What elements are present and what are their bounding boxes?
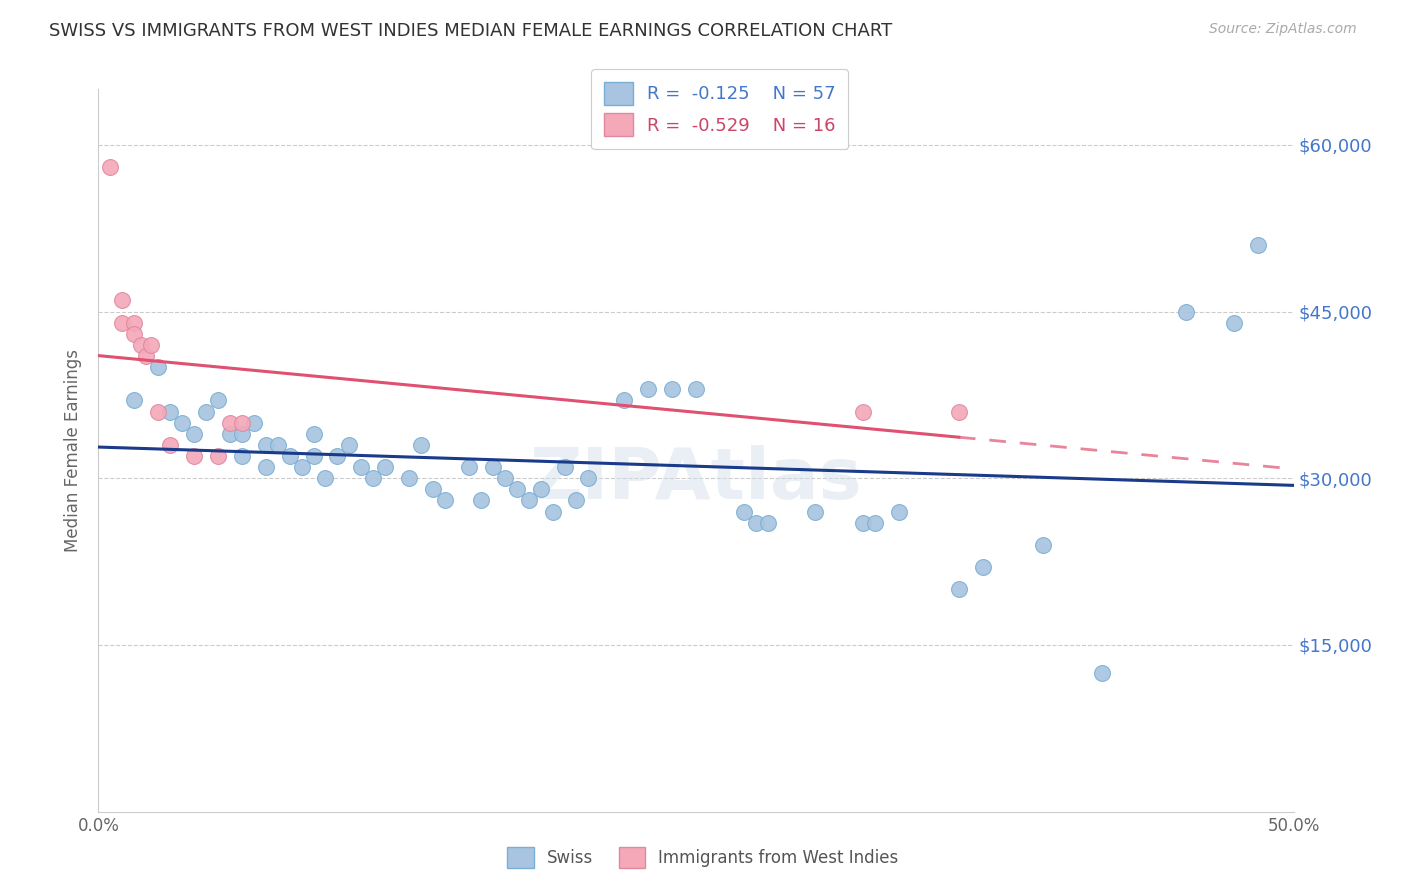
Point xyxy=(124,393,146,408)
Point xyxy=(1223,316,1246,330)
Point xyxy=(148,404,170,418)
Point xyxy=(339,438,361,452)
Point xyxy=(350,460,373,475)
Point xyxy=(434,493,457,508)
Point xyxy=(972,560,994,574)
Legend: Swiss, Immigrants from West Indies: Swiss, Immigrants from West Indies xyxy=(501,840,905,875)
Point xyxy=(219,426,242,441)
Point xyxy=(530,483,553,497)
Point xyxy=(889,505,911,519)
Point xyxy=(458,460,481,475)
Point xyxy=(243,416,266,430)
Point xyxy=(578,471,600,485)
Text: ZIPAtlas: ZIPAtlas xyxy=(530,445,862,514)
Legend: R =  -0.125    N = 57, R =  -0.529    N = 16: R = -0.125 N = 57, R = -0.529 N = 16 xyxy=(592,70,848,149)
Point xyxy=(613,393,636,408)
Point xyxy=(506,483,529,497)
Point xyxy=(183,426,205,441)
Point xyxy=(637,382,659,396)
Point xyxy=(172,416,194,430)
Point xyxy=(661,382,683,396)
Point xyxy=(302,449,325,463)
Point xyxy=(1175,304,1198,318)
Point xyxy=(148,360,170,375)
Point xyxy=(411,438,433,452)
Point xyxy=(804,505,827,519)
Point xyxy=(315,471,337,485)
Point xyxy=(470,493,492,508)
Point xyxy=(207,393,229,408)
Point xyxy=(852,404,875,418)
Point xyxy=(948,404,970,418)
Point xyxy=(231,416,253,430)
Point xyxy=(494,471,516,485)
Point xyxy=(183,449,205,463)
Point xyxy=(207,449,229,463)
Y-axis label: Median Female Earnings: Median Female Earnings xyxy=(65,349,83,552)
Point xyxy=(1032,538,1054,552)
Point xyxy=(135,349,157,363)
Point xyxy=(124,316,146,330)
Point xyxy=(422,483,444,497)
Point xyxy=(852,516,875,530)
Point xyxy=(159,404,181,418)
Point xyxy=(231,449,253,463)
Point xyxy=(685,382,707,396)
Point xyxy=(326,449,349,463)
Point xyxy=(948,582,970,597)
Point xyxy=(481,460,505,475)
Point xyxy=(865,516,887,530)
Text: Source: ZipAtlas.com: Source: ZipAtlas.com xyxy=(1209,22,1357,37)
Point xyxy=(565,493,588,508)
Point xyxy=(541,505,564,519)
Point xyxy=(733,505,755,519)
Point xyxy=(195,404,218,418)
Point xyxy=(254,460,277,475)
Point xyxy=(124,326,146,341)
Point xyxy=(219,416,242,430)
Point xyxy=(1247,237,1270,252)
Point xyxy=(363,471,385,485)
Point xyxy=(267,438,290,452)
Point xyxy=(98,160,122,174)
Point xyxy=(131,338,153,352)
Point xyxy=(159,438,181,452)
Text: SWISS VS IMMIGRANTS FROM WEST INDIES MEDIAN FEMALE EARNINGS CORRELATION CHART: SWISS VS IMMIGRANTS FROM WEST INDIES MED… xyxy=(49,22,893,40)
Point xyxy=(111,316,134,330)
Point xyxy=(1091,665,1114,680)
Point xyxy=(554,460,576,475)
Point xyxy=(517,493,540,508)
Point xyxy=(291,460,314,475)
Point xyxy=(111,293,134,308)
Point xyxy=(278,449,301,463)
Point xyxy=(139,338,162,352)
Point xyxy=(231,426,253,441)
Point xyxy=(254,438,277,452)
Point xyxy=(745,516,768,530)
Point xyxy=(756,516,779,530)
Point xyxy=(302,426,325,441)
Point xyxy=(398,471,420,485)
Point xyxy=(374,460,396,475)
